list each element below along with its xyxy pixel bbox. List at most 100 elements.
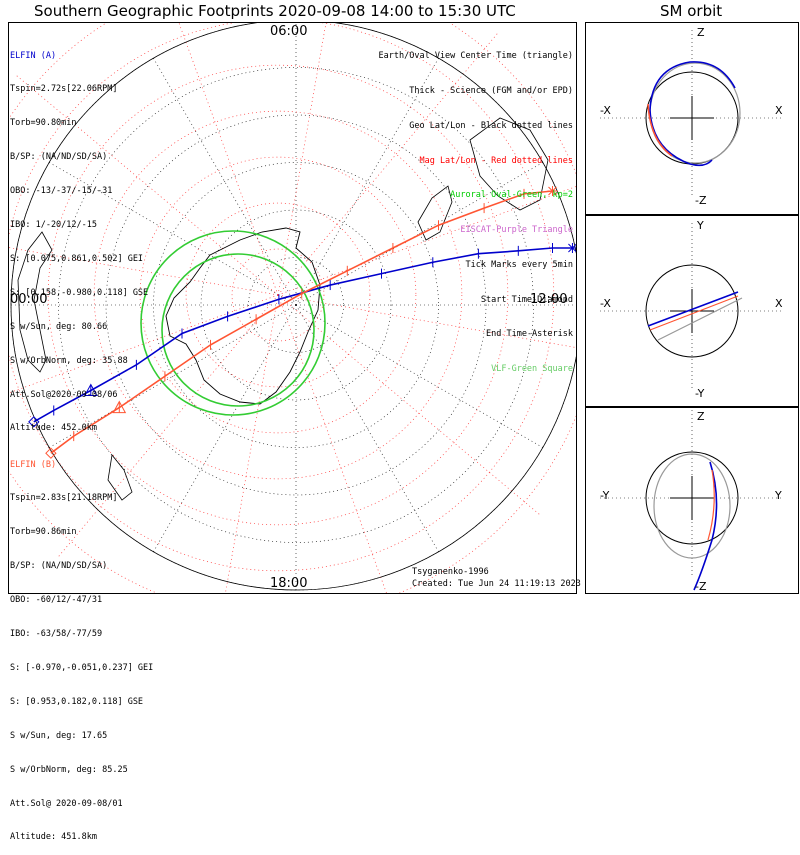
- sm1-top-label: Z: [697, 26, 705, 39]
- legend-item: Earth/Oval View Center Time (triangle): [378, 51, 573, 62]
- mlt-label-bottom: 18:00: [270, 576, 308, 591]
- africa-coastline: [469, 117, 549, 211]
- mag-latitude-circle: [93, 110, 463, 480]
- elfin-b-line: OBO: -60/12/-47/31: [10, 595, 103, 606]
- elfin-a-info: ELFIN (A) Tspin=2.72s[22.06RPM] Torb=90.…: [10, 28, 148, 446]
- mlt-label-right: 12:00: [530, 292, 568, 307]
- sm2-right-label: X: [775, 297, 783, 310]
- sm1-right-label: X: [775, 104, 783, 117]
- sm2-bottom-label: -Y: [695, 387, 705, 400]
- elfin-b-line: Torb=90.86min: [10, 527, 77, 538]
- elfin-a-center-triangle: [83, 383, 98, 396]
- sm-panel-earth-circle: [645, 264, 739, 358]
- geo-longitude-line: [153, 58, 297, 306]
- legend-item: Thick - Science (FGM and/or EPD): [409, 85, 573, 96]
- geo-latitude-circle: [153, 162, 439, 448]
- elfin-b-end-asterisk: [547, 186, 558, 196]
- elfin-b-line: S: [-0.970,-0.051,0.237] GEI: [10, 662, 154, 673]
- elfin-b-line: Altitude: 451.8km: [10, 832, 97, 843]
- elfin-a-line: Att.Sol@2020-09-08/06: [10, 389, 118, 400]
- mag-longitude-line: [277, 294, 541, 516]
- elfin-a-line: Tspin=2.72s[22.06RPM]: [10, 84, 118, 95]
- elfin-b-title: ELFIN (B): [10, 459, 57, 470]
- map-content: [9, 23, 576, 593]
- sm3-top-label: Z: [697, 410, 705, 423]
- map-boundary-circle: [10, 23, 576, 591]
- elfin-a-line: OBO: -13/-37/-15/-31: [10, 186, 113, 197]
- elfin-a-end-asterisk: [567, 243, 576, 253]
- mag-longitude-line: [277, 186, 576, 296]
- footprint-map-frame: [8, 22, 577, 594]
- legend-item: VLF-Green Square: [491, 364, 573, 375]
- sm-panel-xz-frame: [585, 22, 799, 215]
- auroral-oval-outer: [140, 230, 326, 416]
- elfin-b-line: S w/Sun, deg: 17.65: [10, 730, 108, 741]
- elfin-b-info: ELFIN (B) Tspin=2.83s[21.18RPM] Torb=90.…: [10, 437, 153, 855]
- mag-latitude-circle: [231, 248, 325, 342]
- sm-orbit-grey: [657, 297, 743, 341]
- elfin-b-line: Att.Sol@ 2020-09-08/01: [10, 798, 123, 809]
- elfin-b-center-triangle: [112, 400, 127, 414]
- sm3-bottom-label: -Z: [695, 580, 707, 593]
- elfin-a-line: Altitude: 452.0km: [10, 423, 97, 434]
- legend-item: Tick Marks every 5min: [465, 259, 573, 270]
- sm-orbit-elfin-a: [647, 291, 739, 327]
- sm3-right-label: Y: [775, 489, 782, 502]
- mag-longitude-line: [277, 23, 327, 296]
- mag-longitude-line: [9, 294, 279, 394]
- elfin-b-line: B/SP: (NA/ND/SD/SA): [10, 561, 108, 572]
- elfin-a-title: ELFIN (A): [10, 50, 57, 61]
- mag-latitude-circle: [139, 156, 417, 434]
- sm3-left-label: -Y: [600, 489, 610, 502]
- legend-item: EISCAT-Purple Triangle: [460, 225, 573, 236]
- elfin-b-line: S w/OrbNorm, deg: 85.25: [10, 764, 128, 775]
- elfin-a-start-diamond: [28, 416, 40, 428]
- legend-item: Auroral Oval-Green, kp=2: [450, 190, 573, 201]
- legend-item: Start Time-Diamond: [480, 294, 573, 305]
- legend-item: Geo Lat/Lon - Black dotted lines: [409, 120, 573, 131]
- geo-longitude-line: [153, 304, 297, 552]
- sm1-left-label: -X: [600, 104, 611, 117]
- model-label: Tsyganenko-1996: [412, 567, 489, 577]
- sm2-left-label: -X: [600, 297, 611, 310]
- sm2-top-label: Y: [697, 219, 704, 232]
- mag-longitude-line: [277, 294, 387, 593]
- elfin-a-line: IBO: 1/-20/12/-15: [10, 220, 97, 231]
- elfin-a-line: S w/Sun, deg: 80.66: [10, 321, 108, 332]
- created-label: Created: Tue Jun 24 11:19:13 2023: [412, 579, 581, 589]
- sm-orbit-elfin-a: [693, 461, 718, 591]
- legend: Earth/Oval View Center Time (triangle) T…: [379, 28, 573, 387]
- mlt-label-left: 00:00: [10, 292, 48, 307]
- geo-latitude-circle: [58, 67, 534, 543]
- mag-latitude-circle: [9, 23, 555, 572]
- sm-orbit-elfin-b: [649, 295, 739, 331]
- elfin-b-line: IBO: -63/58/-77/59: [10, 629, 103, 640]
- main-title: Southern Geographic Footprints 2020-09-0…: [34, 2, 516, 20]
- elfin-a-line: S: [0.075,0.861,0.502] GEI: [10, 253, 144, 264]
- sm-orbit-grey: [653, 453, 731, 559]
- elfin-a-line: S w/OrbNorm, deg: 35.88: [10, 355, 128, 366]
- mlt-label-top: 06:00: [270, 24, 308, 39]
- sm-panel-earth-circle: [645, 451, 739, 545]
- mag-longitude-line: [57, 294, 279, 558]
- sm-orbit-elfin-b: [647, 103, 673, 157]
- mag-longitude-line: [15, 74, 279, 296]
- mag-latitude-circle: [185, 202, 371, 388]
- geo-latitude-circle: [248, 257, 344, 353]
- elfin-b-line: Tspin=2.83s[21.18RPM]: [10, 493, 118, 504]
- new-zealand-coastline: [107, 454, 133, 501]
- legend-item: End Time-Asterisk: [486, 329, 573, 340]
- elfin-a-line: Torb=90.80min: [10, 118, 77, 129]
- australia-coastline: [17, 231, 53, 373]
- legend-item: Mag Lat/Lon - Red dotted lines: [419, 155, 573, 166]
- auroral-oval-inner: [161, 253, 315, 407]
- elfin-b-start-diamond: [45, 447, 57, 459]
- mag-longitude-line: [9, 247, 279, 296]
- geo-latitude-circle: [200, 209, 392, 401]
- footprint-map-plot: [9, 23, 784, 593]
- mag-longitude-line: [225, 294, 279, 593]
- south-america-coastline: [417, 185, 453, 241]
- mag-latitude-circle: [47, 64, 509, 526]
- sm-panel-yz-frame: [585, 407, 799, 594]
- sm-orbit-elfin-b: [707, 469, 715, 541]
